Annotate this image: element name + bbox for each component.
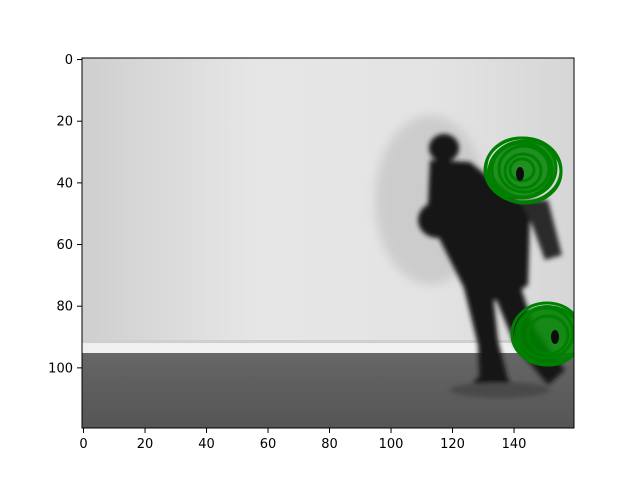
y-tick-label: 20	[56, 115, 73, 130]
y-tick-label: 40	[56, 176, 73, 191]
x-tick-label: 20	[137, 437, 154, 452]
y-tick-label: 100	[48, 361, 73, 376]
y-tick-label: 80	[56, 300, 73, 315]
photo	[82, 58, 574, 428]
marker-lower-center	[551, 330, 559, 344]
baseboard	[82, 343, 574, 353]
y-axis: 0 20 40 60 80 100	[48, 53, 82, 376]
y-tick-label: 0	[65, 53, 73, 68]
x-tick-label: 120	[440, 437, 465, 452]
baseboard-line	[82, 340, 574, 343]
runner-shadow-floor	[450, 382, 550, 398]
x-tick-label: 80	[321, 437, 338, 452]
x-tick-label: 60	[260, 437, 277, 452]
x-tick-label: 0	[79, 437, 87, 452]
x-tick-label: 40	[198, 437, 215, 452]
marker-lower-fill	[514, 305, 574, 365]
y-tick-label: 60	[56, 238, 73, 253]
marker-upper-center	[516, 167, 524, 181]
x-tick-label: 100	[379, 437, 404, 452]
x-tick-label: 140	[502, 437, 527, 452]
x-axis: 0 20 40 60 80 100 120 140	[79, 428, 526, 452]
axes-frame	[81, 57, 575, 429]
